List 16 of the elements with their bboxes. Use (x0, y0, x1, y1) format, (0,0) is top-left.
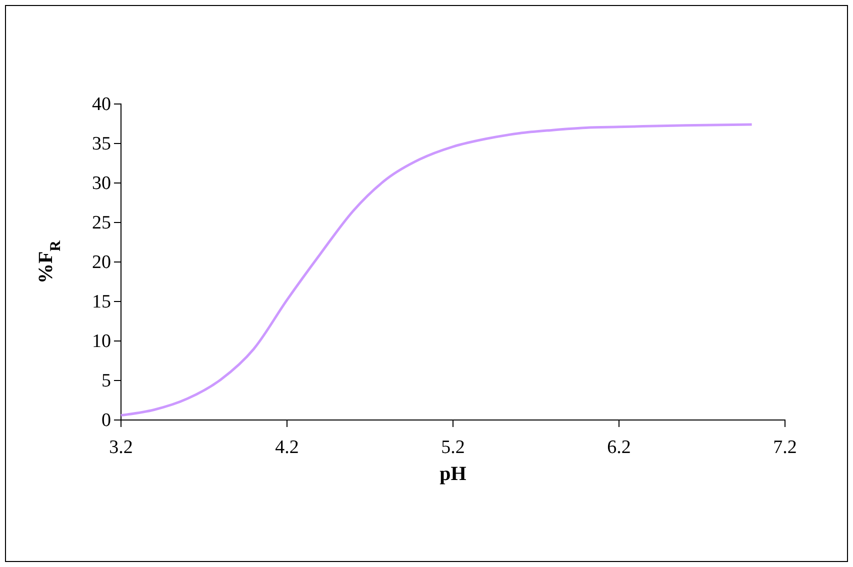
x-tick-label: 3.2 (109, 436, 133, 458)
line-series (120, 123, 754, 417)
y-tick-label: 25 (92, 212, 111, 234)
y-tick-label: 40 (92, 94, 111, 116)
y-tick-label: 5 (102, 370, 111, 392)
y-tick-label: 15 (92, 292, 111, 313)
y-tick-label: 30 (92, 173, 111, 194)
x-tick-label: 6.2 (607, 436, 631, 458)
x-tick-label: 4.2 (275, 436, 299, 458)
x-tick-label: 5.2 (441, 436, 465, 458)
y-tick-label: 10 (92, 331, 111, 352)
x-tick-label: 7.2 (773, 436, 797, 458)
y-tick-label: 20 (92, 252, 111, 274)
y-tick-label: 35 (92, 134, 111, 155)
y-tick-label: 0 (102, 410, 111, 432)
x-axis-title: pH (440, 463, 467, 485)
